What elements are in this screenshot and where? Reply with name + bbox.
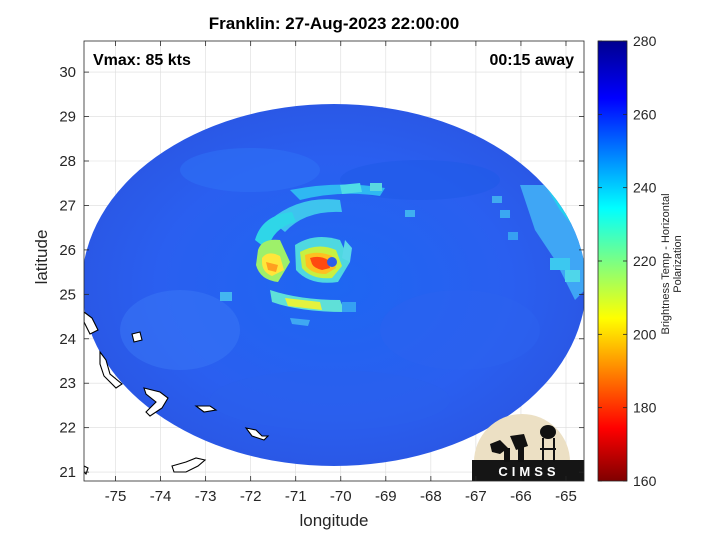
chart-title: Franklin: 27-Aug-2023 22:00:00 xyxy=(208,14,460,33)
x-tick-label: -67 xyxy=(465,488,487,505)
y-tick-label: 30 xyxy=(59,64,76,81)
cimss-logo-text: CIMSS xyxy=(498,464,560,479)
storm-core xyxy=(220,183,415,326)
y-tick-label: 26 xyxy=(59,242,76,259)
y-tick-label: 28 xyxy=(59,153,76,170)
colorbar-label: Brightness Temp - Horizontal Polarizatio… xyxy=(660,193,684,335)
colorbar-ticks: 160 180 200 220 240 260 280 xyxy=(598,33,657,489)
colorbar xyxy=(597,40,628,482)
x-tick-label: -69 xyxy=(375,488,397,505)
x-tick-label: -72 xyxy=(240,488,262,505)
y-axis: 21 22 23 24 25 26 27 28 29 30 xyxy=(59,64,584,481)
colorbar-tick-label: 200 xyxy=(633,326,657,342)
colorbar-tick-label: 160 xyxy=(633,473,657,489)
y-axis-label: latitude xyxy=(32,229,51,285)
y-tick-label: 29 xyxy=(59,109,76,126)
y-tick-label: 21 xyxy=(59,464,76,481)
swath-features xyxy=(120,148,584,430)
x-tick-label: -70 xyxy=(330,488,352,505)
colorbar-tick-label: 220 xyxy=(633,253,657,269)
y-tick-label: 25 xyxy=(59,286,76,303)
colorbar-tick-label: 280 xyxy=(633,33,657,49)
y-tick-label: 22 xyxy=(59,420,76,437)
x-axis-label: longitude xyxy=(299,511,369,530)
x-axis: -75 -74 -73 -72 -71 -70 -69 -68 -67 -66 -65 xyxy=(105,41,577,505)
y-tick-label: 23 xyxy=(59,375,76,392)
cimss-logo xyxy=(472,414,584,481)
x-tick-label: -75 xyxy=(105,488,127,505)
colorbar-tick-label: 260 xyxy=(633,106,657,122)
vmax-label: Vmax: 85 kts xyxy=(93,52,191,69)
axes-box xyxy=(83,40,585,482)
x-tick-label: -68 xyxy=(420,488,442,505)
x-tick-label: -66 xyxy=(510,488,532,505)
colorbar-tick-label: 180 xyxy=(633,400,657,416)
coastlines xyxy=(84,311,270,476)
time-offset-label: 00:15 away xyxy=(489,52,574,69)
y-tick-label: 27 xyxy=(59,197,76,214)
x-tick-label: -74 xyxy=(150,488,172,505)
colorbar-tick-label: 240 xyxy=(633,180,657,196)
x-tick-label: -65 xyxy=(555,488,577,505)
x-tick-label: -71 xyxy=(285,488,307,505)
y-tick-label: 24 xyxy=(59,331,76,348)
x-tick-label: -73 xyxy=(195,488,217,505)
